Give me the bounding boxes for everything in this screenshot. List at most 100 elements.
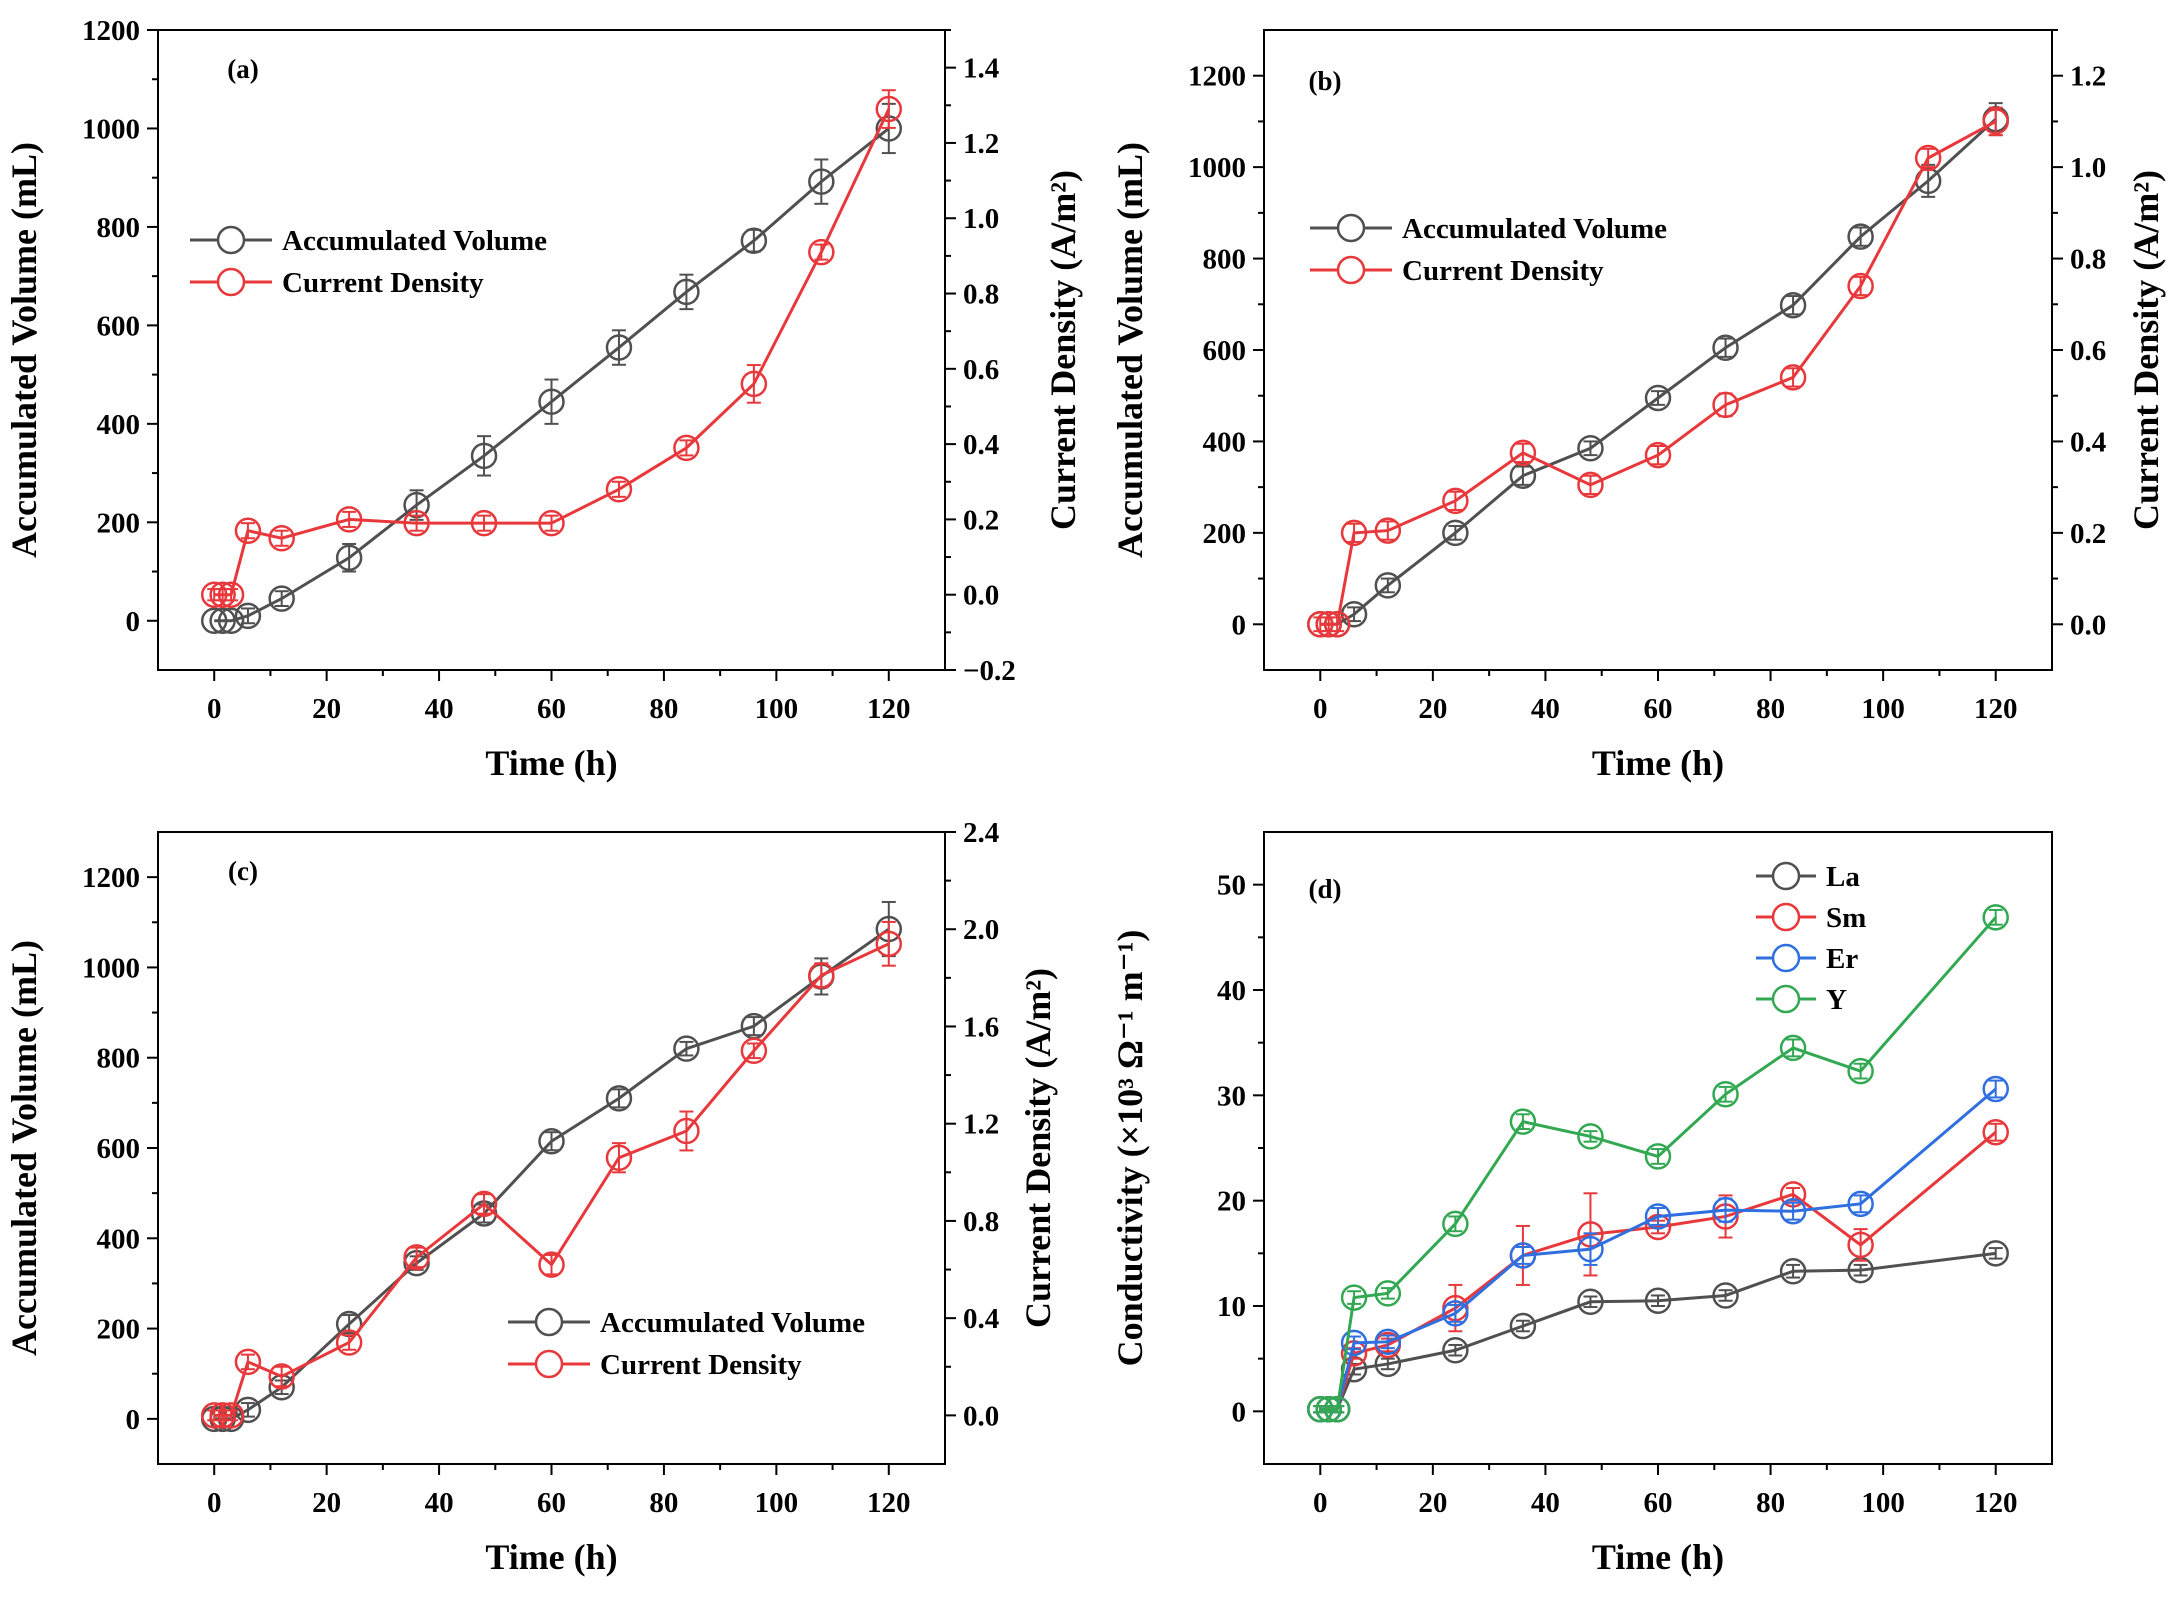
legend-label: Current Density [282,267,484,299]
data-point [1644,1143,1672,1170]
y-tick-label: 20 [1217,1186,1246,1218]
data-point [673,434,700,462]
y-tick-label: 50 [1217,870,1246,902]
x-tick-label: 80 [1756,1487,1785,1519]
x-tick-label: 80 [1756,693,1785,725]
data-point [1340,1284,1368,1311]
data-point [1577,471,1604,499]
data-point [1374,1328,1402,1356]
data-point [1509,1108,1537,1135]
y-tick-label: 1200 [1188,61,1246,93]
data-point [1712,334,1739,361]
data-point [808,962,835,989]
y2-axis-title: Current Density (A/m²) [1018,968,1058,1328]
data-point [1847,1057,1874,1085]
y-tick-label: 800 [1203,244,1247,276]
data-point [673,1117,700,1145]
y-tick-label: 0 [126,606,141,638]
y-tick-label: 200 [97,1314,141,1346]
data-point [234,602,262,630]
data-point [875,930,903,958]
y2-tick-label: 1.2 [963,1109,999,1141]
legend-marker [216,267,246,297]
y2-tick-label: 0.2 [963,504,999,536]
y2-tick-label: 1.6 [963,1011,999,1043]
data-point [1323,1395,1351,1423]
y-tick-label: 400 [97,409,141,441]
legend-marker [1336,255,1366,285]
data-point [200,1402,228,1429]
x-tick-label: 40 [425,693,454,725]
data-point [1374,517,1402,544]
legend-item: Accumulated Volume [508,1307,865,1339]
data-point [1847,1231,1874,1259]
data-point [1374,1280,1402,1307]
data-point [209,581,236,608]
data-point [1982,1240,2009,1267]
data-point [217,581,245,608]
x-tick-label: 60 [1644,693,1673,725]
data-point [234,1348,262,1376]
y-tick-label: 40 [1217,975,1246,1007]
data-point [1577,1235,1604,1263]
panel-d: 0 20 40 60 80 100 120 0 10 20 30 40 50 Time (h) Conduc… [1110,831,2053,1577]
data-point [1442,519,1469,547]
series-accumulated-volume [200,102,903,635]
series-current-density [1307,106,2009,638]
data-point [403,1244,430,1271]
x-tick-label: 120 [1974,1487,2018,1519]
data-point [470,509,498,537]
legend-label: Current Density [1402,255,1604,287]
x-tick-label: 100 [755,1487,799,1519]
series-line [1320,120,1997,626]
data-point [1847,272,1874,300]
legend-item: Er [1756,943,1858,975]
legend-item: Accumulated Volume [1310,213,1667,245]
y-axis-title: Accumulated Volume (mL) [4,142,44,558]
y-axis-title: Conductivity (×10³ Ω⁻¹ m⁻¹) [1110,930,1150,1367]
y-tick-label: 800 [97,212,141,244]
data-point [1712,1282,1739,1309]
y2-axis-title: Current Density (A/m²) [1043,170,1083,530]
data-point [209,1402,236,1429]
data-point [808,238,835,266]
y2-tick-label: 0.0 [963,1400,999,1432]
data-point [605,1085,633,1112]
legend-marker [1771,984,1801,1014]
panel-label: (d) [1309,874,1342,904]
data-point [1779,364,1807,391]
data-point [1509,439,1537,467]
y-tick-label: 800 [97,1043,141,1075]
data-point [1779,1197,1807,1225]
legend-item: Current Density [190,267,484,299]
legend-marker [534,1307,564,1337]
x-tick-label: 40 [1531,1487,1560,1519]
data-point [740,1037,768,1065]
x-tick-label: 60 [537,1487,566,1519]
y-tick-label: 600 [97,310,141,342]
y-tick-label: 30 [1217,1080,1246,1112]
x-tick-label: 20 [312,1487,341,1519]
y-tick-label: 400 [97,1223,141,1255]
y2-tick-label: 0.4 [963,429,999,461]
y2-tick-label: 0.8 [963,1206,999,1238]
data-point [268,1363,295,1390]
data-point [1340,519,1368,547]
legend-item: Y [1756,984,1847,1016]
data-point [605,334,633,361]
x-tick-label: 0 [1313,693,1328,725]
data-point [268,585,295,612]
data-point [1779,291,1807,319]
y2-tick-label: 0.8 [2070,244,2106,276]
data-point [1577,1123,1604,1150]
series-line [214,942,890,1417]
y2-tick-label: 0.2 [2070,518,2106,550]
legend-label: Current Density [600,1349,802,1381]
legend-label: Accumulated Volume [282,225,547,257]
legend-label: Er [1826,943,1858,975]
x-tick-label: 20 [312,693,341,725]
data-point [740,227,768,254]
y-tick-label: 400 [1203,426,1247,458]
x-tick-label: 60 [1644,1487,1673,1519]
data-point [1577,435,1604,462]
